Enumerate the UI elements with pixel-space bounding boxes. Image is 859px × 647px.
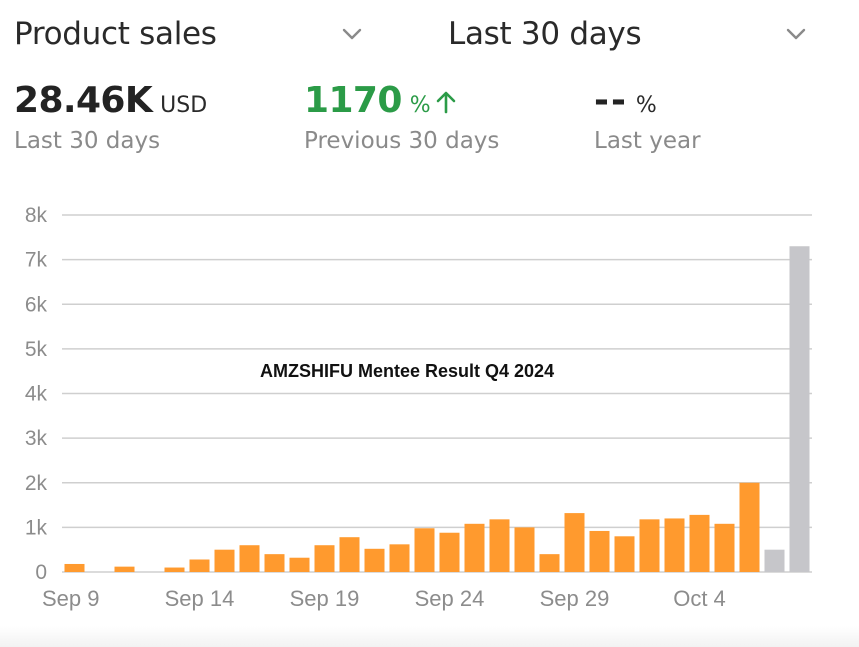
bar[interactable] [539, 554, 560, 572]
y-tick-label: 7k [25, 249, 48, 272]
bar[interactable] [589, 530, 610, 572]
sales-bar-chart: 0 1k 2k 3k 4k 5k 6k 7k 8k Sep 9 Sep 14 Sep 19 Sep 24… [0, 190, 859, 620]
arrow-up-icon [436, 91, 456, 114]
bar[interactable] [639, 519, 660, 572]
bar[interactable] [189, 559, 210, 572]
bar[interactable] [339, 537, 360, 572]
bar[interactable] [164, 567, 185, 572]
y-tick-label: 5k [25, 338, 48, 361]
kpi-row: 28.46K USD Last 30 days 1170 % Previous … [14, 80, 844, 160]
bar[interactable] [314, 545, 335, 572]
y-tick-label: 6k [25, 293, 48, 316]
kpi-current-sales: 28.46K USD Last 30 days [14, 80, 207, 154]
bar[interactable] [389, 544, 410, 572]
kpi-caption: Last 30 days [14, 128, 161, 154]
x-tick-label: Sep 14 [165, 586, 235, 611]
y-tick-label: 0 [35, 561, 47, 584]
bar[interactable] [214, 549, 235, 572]
metric-dropdown[interactable]: Product sales [14, 10, 364, 58]
y-tick-label: 1k [25, 516, 48, 539]
bar[interactable] [564, 513, 585, 572]
bottom-edge [0, 626, 859, 647]
bar[interactable] [114, 566, 135, 572]
x-tick-label: Sep 24 [415, 586, 485, 611]
bar[interactable] [489, 519, 510, 572]
bar[interactable] [464, 523, 485, 572]
bar[interactable] [239, 545, 260, 572]
y-tick-label: 3k [25, 427, 48, 450]
kpi-previous-change: 1170 % Previous 30 days [304, 80, 499, 154]
chevron-down-icon [342, 28, 362, 40]
x-tick-label: Sep 29 [540, 586, 610, 611]
x-tick-label: Sep 9 [42, 586, 100, 611]
bar[interactable] [439, 532, 460, 572]
bar[interactable] [714, 523, 735, 572]
kpi-value: -- [594, 80, 628, 121]
bar[interactable] [264, 554, 285, 572]
bar[interactable] [64, 563, 85, 572]
bar[interactable] [364, 548, 385, 572]
chevron-down-icon [786, 28, 806, 40]
kpi-value: 1170 [304, 80, 402, 121]
x-tick-label: Oct 4 [673, 586, 726, 611]
kpi-caption: Last year [594, 128, 701, 154]
bar[interactable] [739, 482, 760, 572]
chart-canvas: 0 1k 2k 3k 4k 5k 6k 7k 8k Sep 9 Sep 14 Sep 19 Sep 24… [25, 204, 812, 611]
kpi-value: 28.46K [14, 80, 153, 121]
bar[interactable] [664, 518, 685, 572]
kpi-caption: Previous 30 days [304, 128, 500, 154]
bar[interactable] [614, 536, 635, 572]
kpi-last-year: -- % Last year [594, 80, 701, 154]
x-tick-label: Sep 19 [290, 586, 360, 611]
kpi-unit: % [409, 93, 431, 118]
bar[interactable] [414, 528, 435, 572]
y-tick-label: 2k [25, 472, 48, 495]
bar[interactable] [789, 246, 810, 573]
kpi-unit: % [635, 93, 657, 118]
bar[interactable] [514, 527, 535, 572]
y-tick-label: 4k [25, 383, 48, 406]
y-tick-label: 8k [25, 204, 48, 227]
bar[interactable] [689, 514, 710, 572]
header: Product sales Last 30 days [14, 10, 844, 58]
bar[interactable] [289, 557, 310, 572]
date-range-dropdown[interactable]: Last 30 days [448, 10, 808, 58]
kpi-unit: USD [160, 93, 208, 118]
watermark-text: AMZSHIFU Mentee Result Q4 2024 [260, 361, 555, 381]
date-range-label: Last 30 days [448, 16, 642, 52]
metric-dropdown-label: Product sales [14, 16, 217, 52]
bar[interactable] [764, 549, 785, 572]
